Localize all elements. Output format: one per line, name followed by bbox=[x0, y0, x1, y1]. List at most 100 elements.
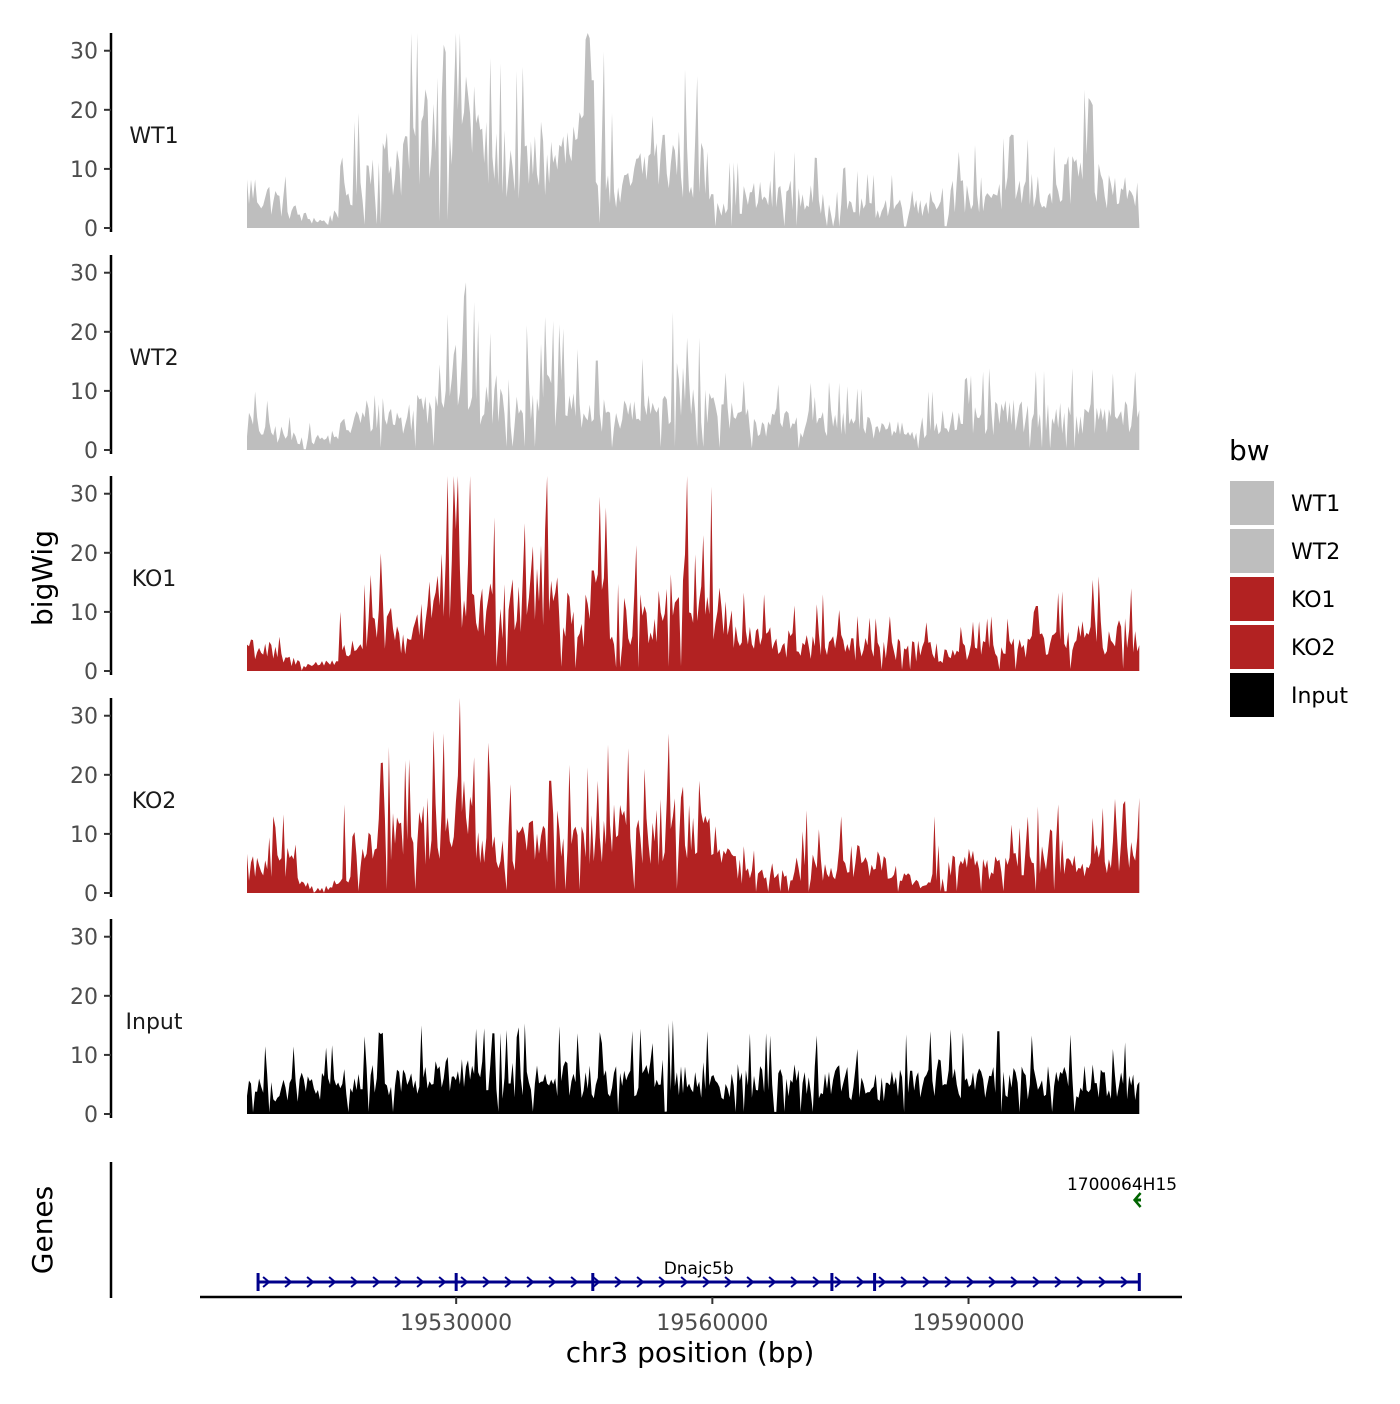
x-axis: 19530000 19560000 19590000 chr3 position (… bbox=[200, 1295, 1182, 1369]
strand-arrow bbox=[746, 1276, 755, 1288]
strand-arrow bbox=[922, 1276, 931, 1288]
x-tick-label: 19590000 bbox=[913, 1311, 1025, 1336]
strand-arrow bbox=[614, 1276, 623, 1288]
legend-items: WT1 WT2 KO1 KO2 Input bbox=[1230, 481, 1348, 717]
coverage-area-wt2 bbox=[247, 282, 1140, 450]
track-input: 0 10 20 30 Input bbox=[70, 919, 1140, 1128]
strand-arrow bbox=[790, 1276, 799, 1288]
strand-arrow bbox=[658, 1276, 667, 1288]
strand-arrow bbox=[328, 1276, 337, 1288]
strand-arrow bbox=[570, 1276, 579, 1288]
legend-swatch bbox=[1230, 529, 1274, 573]
strand-arrow bbox=[372, 1276, 381, 1288]
y-tick-label: 0 bbox=[84, 217, 98, 242]
legend-label: KO2 bbox=[1291, 636, 1336, 661]
strand-arrow bbox=[350, 1276, 359, 1288]
track-ko2: 0 10 20 30 KO2 bbox=[70, 698, 1140, 907]
y-tick-label: 10 bbox=[70, 1044, 98, 1069]
legend-swatch bbox=[1230, 577, 1274, 621]
y-tick-label: 0 bbox=[84, 882, 98, 907]
coverage-tracks: 0 10 20 30 WT1 0 10 20 30 WT2 0 10 20 30 KO1 0 10 20 30 KO2… bbox=[70, 33, 1140, 1128]
legend-title: bw bbox=[1229, 434, 1270, 467]
track-wt2: 0 10 20 30 WT2 bbox=[70, 255, 1140, 464]
strand-arrow bbox=[482, 1276, 491, 1288]
strand-arrow bbox=[592, 1276, 601, 1288]
y-axis-title: bigWig bbox=[26, 530, 59, 626]
strand-arrow bbox=[944, 1276, 953, 1288]
strand-arrow bbox=[1054, 1276, 1063, 1288]
legend-item-wt2: WT2 bbox=[1230, 529, 1340, 573]
strand-arrow bbox=[1010, 1276, 1019, 1288]
coverage-area-wt1 bbox=[247, 33, 1140, 228]
strand-arrow bbox=[680, 1276, 689, 1288]
strand-arrow bbox=[504, 1276, 513, 1288]
legend-label: KO1 bbox=[1291, 588, 1336, 613]
legend-item-ko2: KO2 bbox=[1230, 625, 1336, 669]
legend-swatch bbox=[1230, 673, 1274, 717]
strand-arrow bbox=[878, 1276, 887, 1288]
coverage-area-input bbox=[247, 1020, 1140, 1114]
strand-arrow bbox=[966, 1276, 975, 1288]
genes-track-title: Genes bbox=[26, 1186, 59, 1274]
gene-label: Dnajc5b bbox=[664, 1259, 734, 1279]
y-tick-label: 20 bbox=[70, 764, 98, 789]
strand-arrow bbox=[1132, 1192, 1142, 1208]
y-tick-label: 0 bbox=[84, 1103, 98, 1128]
track-label: WT2 bbox=[129, 346, 178, 371]
x-tick-label: 19530000 bbox=[400, 1311, 512, 1336]
coverage-area-ko1 bbox=[247, 476, 1140, 671]
strand-arrow bbox=[1076, 1276, 1085, 1288]
x-axis-title: chr3 position (bp) bbox=[566, 1336, 815, 1369]
strand-arrow bbox=[548, 1276, 557, 1288]
y-tick-label: 20 bbox=[70, 321, 98, 346]
y-tick-label: 10 bbox=[70, 158, 98, 183]
strand-arrow bbox=[856, 1276, 865, 1288]
strand-arrow bbox=[834, 1276, 843, 1288]
strand-arrow bbox=[1120, 1276, 1129, 1288]
y-tick-label: 10 bbox=[70, 601, 98, 626]
track-label: KO2 bbox=[132, 789, 177, 814]
track-label: KO1 bbox=[132, 567, 177, 592]
y-tick-label: 0 bbox=[84, 439, 98, 464]
strand-arrow bbox=[724, 1276, 733, 1288]
y-tick-label: 10 bbox=[70, 380, 98, 405]
strand-arrow bbox=[768, 1276, 777, 1288]
x-axis-ticks: 19530000 19560000 19590000 bbox=[400, 1297, 1025, 1336]
strand-arrow bbox=[900, 1276, 909, 1288]
coverage-area-ko2 bbox=[247, 698, 1140, 893]
y-tick-label: 10 bbox=[70, 823, 98, 848]
y-tick-label: 0 bbox=[84, 660, 98, 685]
legend-label: WT2 bbox=[1291, 540, 1340, 565]
track-wt1: 0 10 20 30 WT1 bbox=[70, 33, 1140, 242]
y-tick-label: 30 bbox=[70, 705, 98, 730]
legend-swatch bbox=[1230, 481, 1274, 525]
strand-arrow bbox=[306, 1276, 315, 1288]
strand-arrow bbox=[812, 1276, 821, 1288]
strand-arrow bbox=[1098, 1276, 1107, 1288]
legend-item-input: Input bbox=[1230, 673, 1348, 717]
y-tick-label: 20 bbox=[70, 542, 98, 567]
legend: bw WT1 WT2 KO1 KO2 Input bbox=[1229, 434, 1348, 717]
strand-arrow bbox=[526, 1276, 535, 1288]
y-tick-label: 30 bbox=[70, 262, 98, 287]
strand-arrow bbox=[394, 1276, 403, 1288]
legend-swatch bbox=[1230, 625, 1274, 669]
legend-item-wt1: WT1 bbox=[1230, 481, 1340, 525]
strand-arrow bbox=[702, 1276, 711, 1288]
gene-models: Dnajc5b 1700064H15 bbox=[256, 1175, 1177, 1291]
strand-arrow bbox=[416, 1276, 425, 1288]
y-tick-label: 20 bbox=[70, 985, 98, 1010]
x-tick-label: 19560000 bbox=[656, 1311, 768, 1336]
y-tick-label: 30 bbox=[70, 926, 98, 951]
strand-arrow bbox=[636, 1276, 645, 1288]
y-tick-label: 30 bbox=[70, 40, 98, 65]
track-label: Input bbox=[126, 1010, 183, 1035]
gene-1700064h15: 1700064H15 bbox=[1067, 1175, 1177, 1208]
gene-dnajc5b: Dnajc5b bbox=[256, 1259, 1141, 1291]
track-ko1: 0 10 20 30 KO1 bbox=[70, 476, 1140, 685]
strand-arrow bbox=[438, 1276, 447, 1288]
legend-label: WT1 bbox=[1291, 492, 1340, 517]
strand-arrow bbox=[262, 1276, 271, 1288]
